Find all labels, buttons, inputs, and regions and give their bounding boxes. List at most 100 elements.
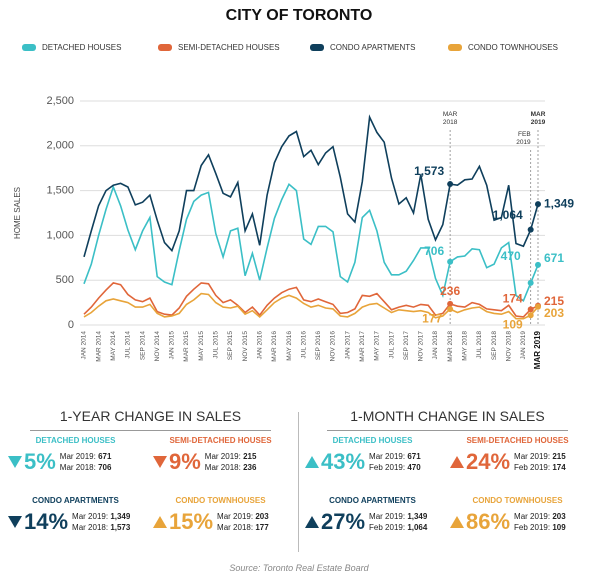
legend-label: CONDO APARTMENTS (330, 43, 416, 52)
change-value: 86% (466, 509, 511, 534)
line-label: Mar 2018: (72, 523, 109, 532)
y-axis-label: HOME SALES (13, 187, 22, 239)
legend-label: DETACHED HOUSES (42, 43, 121, 52)
x-tick-label: SEP 2014 (139, 331, 146, 361)
legend-swatch (22, 44, 36, 51)
x-tick-label: MAY 2016 (286, 331, 293, 361)
data-point (447, 258, 454, 265)
item-lines: Mar 2019: 671 Mar 2018: 706 (60, 451, 112, 473)
change-value: 24% (466, 449, 511, 474)
x-tick-label: MAR 2015 (183, 331, 190, 362)
item-name: SEMI-DETACHED HOUSES (169, 436, 272, 445)
line-label: Mar 2018: (59, 463, 96, 472)
value-label: 109 (503, 317, 523, 331)
x-tick-label: SEP 2015 (227, 331, 234, 361)
line-label: Feb 2019: (514, 523, 551, 532)
line-label: Mar 2019: (369, 452, 406, 461)
value-label: 1,349 (544, 196, 574, 210)
panel: 1-MONTH CHANGE IN SALES DETACHED HOUSES 43… (305, 408, 590, 558)
item-row: 14% Mar 2019: 1,349 Mar 2018: 1,573 (8, 509, 143, 535)
x-tick-label: JAN 2014 (81, 331, 88, 360)
item-line: Feb 2019: 109 (514, 522, 566, 533)
line-value: 215 (552, 452, 566, 461)
item-line: Mar 2018: 236 (205, 462, 257, 473)
y-tick-label: 1,000 (46, 229, 74, 241)
item-line: Mar 2019: 215 (205, 451, 257, 462)
y-tick-label: 0 (68, 319, 74, 331)
change-value: 5% (24, 449, 56, 474)
item-lines: Mar 2019: 203 Feb 2019: 109 (514, 511, 566, 533)
y-tick-label: 500 (56, 274, 74, 286)
x-tick-label: JAN 2019 (520, 331, 527, 360)
item-line: Feb 2019: 174 (514, 462, 566, 473)
legend-label: SEMI-DETACHED HOUSES (178, 43, 280, 52)
direction-arrow (305, 516, 319, 528)
line-label: Mar 2019: (217, 512, 254, 521)
annotation-label: MAR 2018 (443, 111, 458, 126)
item-line: Mar 2019: 203 (217, 511, 269, 522)
legend-swatch (448, 44, 462, 51)
change-value: 43% (321, 449, 366, 474)
series-line (83, 282, 539, 318)
item-lines: Mar 2019: 203 Mar 2018: 177 (217, 511, 269, 533)
value-label: 706 (424, 244, 444, 258)
line-value: 706 (98, 463, 112, 472)
data-point (447, 181, 454, 188)
item-lines: Mar 2019: 671 Feb 2019: 470 (369, 451, 421, 473)
data-point (447, 300, 454, 307)
x-tick-label: NOV 2015 (242, 331, 249, 362)
line-label: Mar 2019: (369, 512, 406, 521)
data-point (527, 279, 534, 286)
item-lines: Mar 2019: 215 Mar 2018: 236 (205, 451, 257, 473)
legend-swatch (310, 44, 324, 51)
direction-arrow (450, 516, 464, 528)
item-line: Mar 2019: 1,349 (369, 511, 427, 522)
direction-arrow (153, 516, 167, 528)
value-label: 671 (544, 251, 564, 265)
item-row: 15% Mar 2019: 203 Mar 2018: 177 (153, 509, 288, 535)
item-line: Mar 2018: 177 (217, 522, 269, 533)
direction-arrow (8, 456, 22, 468)
change-item: CONDO TOWNHOUSES 15% Mar 2019: 203 Mar 2018… (153, 496, 288, 535)
source: Source: Toronto Real Estate Board (229, 563, 369, 573)
line-value: 470 (407, 463, 421, 472)
panels: 1-YEAR CHANGE IN SALES DETACHED HOUSES 5% M… (0, 400, 598, 560)
item-lines: Mar 2019: 215 Feb 2019: 174 (514, 451, 566, 473)
change-item: DETACHED HOUSES 5% Mar 2019: 671 Mar 2018: … (8, 436, 143, 475)
x-tick-label: NOV 2017 (418, 331, 425, 362)
value-label: 1,573 (414, 164, 444, 178)
x-tick-label: MAY 2018 (461, 331, 468, 361)
item-row: 9% Mar 2019: 215 Mar 2018: 236 (153, 449, 288, 475)
item-line: Mar 2019: 203 (514, 511, 566, 522)
x-tick-label: MAY 2015 (198, 331, 205, 361)
x-tick-label: MAR 2017 (359, 331, 366, 362)
item-line: Mar 2019: 671 (369, 451, 421, 462)
item-row: 86% Mar 2019: 203 Feb 2019: 109 (450, 509, 585, 535)
annotation-label: FEB 2019 (516, 131, 531, 146)
item-name: CONDO APARTMENTS (32, 496, 119, 505)
series-line (83, 114, 539, 258)
item-line: Mar 2019: 1,349 (72, 511, 130, 522)
x-tick-label: JUL 2018 (476, 331, 483, 359)
y-tick-label: 2,500 (46, 95, 74, 107)
item-row: 5% Mar 2019: 671 Mar 2018: 706 (8, 449, 143, 475)
annotation-label: MAR 2019 (531, 111, 546, 126)
line-value: 1,064 (407, 523, 428, 532)
line-label: Mar 2018: (204, 463, 241, 472)
item-name: DETACHED HOUSES (35, 436, 116, 445)
line-value: 174 (552, 463, 566, 472)
x-tick-label: MAR 2019 (533, 330, 542, 369)
change-item: SEMI-DETACHED HOUSES 24% Mar 2019: 215 Feb … (450, 436, 585, 475)
x-tick-label: MAR 2018 (447, 331, 454, 362)
series-line (83, 183, 539, 303)
line-label: Feb 2019: (369, 523, 406, 532)
change-item: CONDO TOWNHOUSES 86% Mar 2019: 203 Feb 2019… (450, 496, 585, 535)
panel-title: 1-YEAR CHANGE IN SALES (30, 408, 271, 431)
x-tick-label: MAR 2014 (95, 331, 102, 362)
data-point (527, 312, 534, 319)
y-tick-label: 2,000 (46, 140, 74, 152)
x-tick-label: JAN 2015 (169, 331, 176, 360)
data-point (527, 226, 534, 233)
value-label: 236 (440, 284, 460, 298)
